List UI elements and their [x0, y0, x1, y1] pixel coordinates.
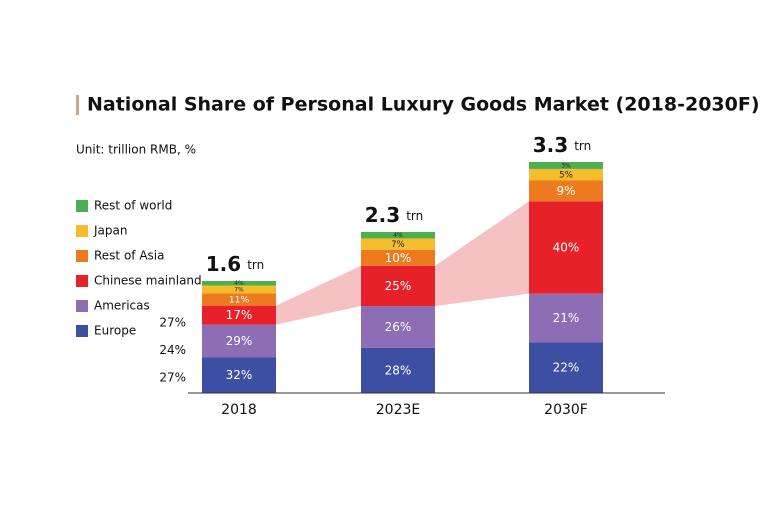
- bar-segment: [361, 306, 435, 348]
- annotation: 27%: [159, 371, 186, 385]
- legend-swatch: [76, 200, 88, 212]
- bar-segment: [202, 293, 276, 306]
- bar-segment: [202, 285, 276, 294]
- value-label: 5%: [559, 171, 573, 181]
- legend-swatch: [76, 225, 88, 237]
- bar-segment: [529, 342, 603, 393]
- legend-swatch: [76, 325, 88, 337]
- x-tick-label: 2030F: [544, 402, 588, 418]
- bar-segment: [529, 293, 603, 343]
- legend-label: Rest of world: [94, 199, 172, 213]
- value-label: 3%: [561, 162, 571, 169]
- x-tick-label: 2023E: [376, 402, 420, 418]
- value-label: 10%: [385, 251, 412, 265]
- total-label: 2.3 trn: [365, 203, 423, 227]
- value-label: 17%: [226, 308, 253, 322]
- x-tick-label: 2018: [221, 402, 257, 418]
- total-value: 2.3: [365, 203, 400, 227]
- value-label: 29%: [226, 334, 253, 348]
- total-value: 3.3: [533, 133, 568, 157]
- legend-label: Europe: [94, 324, 136, 338]
- title-accent: [76, 95, 79, 115]
- bar-segment: [529, 162, 603, 169]
- value-label: 11%: [229, 294, 250, 305]
- bar-segment: [529, 168, 603, 181]
- bar-segment: [361, 347, 435, 393]
- highlight-link: [276, 265, 361, 325]
- legend-swatch: [76, 275, 88, 287]
- bar-segment: [529, 201, 603, 294]
- legend-label: Americas: [94, 299, 150, 313]
- total-label: 3.3 trn: [533, 133, 591, 157]
- value-label: 7%: [234, 286, 244, 293]
- bar-segment: [202, 281, 276, 286]
- bar-segment: [202, 305, 276, 325]
- value-label: 4%: [234, 280, 244, 287]
- value-label: 26%: [385, 320, 412, 334]
- bar-segment: [361, 238, 435, 250]
- subtitle: Unit: trillion RMB, %: [76, 143, 196, 157]
- value-label: 7%: [391, 239, 404, 249]
- annotation: 27%: [159, 316, 186, 330]
- legend-label: Rest of Asia: [94, 249, 164, 263]
- highlight-link: [435, 201, 529, 307]
- bar-segment: [361, 265, 435, 307]
- value-label: 28%: [385, 363, 412, 377]
- bar-segment: [529, 180, 603, 202]
- value-label: 9%: [556, 184, 575, 198]
- total-unit: trn: [247, 258, 264, 272]
- legend-label: Japan: [93, 224, 127, 238]
- bars: 32%29%17%11%7%4%1.6 trn28%26%25%10%7%4%2.…: [202, 133, 603, 393]
- legend-swatch: [76, 250, 88, 262]
- value-label: 4%: [393, 232, 403, 239]
- bar-segment: [361, 232, 435, 239]
- links: [276, 201, 529, 325]
- legend-swatch: [76, 300, 88, 312]
- total-label: 1.6 trn: [206, 252, 264, 276]
- bar-segment: [202, 357, 276, 393]
- bar-segment: [361, 249, 435, 266]
- annotation: 24%: [159, 343, 186, 357]
- chart-title: National Share of Personal Luxury Goods …: [87, 94, 760, 116]
- value-label: 22%: [553, 361, 580, 375]
- value-label: 21%: [553, 311, 580, 325]
- value-label: 32%: [226, 368, 253, 382]
- legend-label: Chinese mainland: [94, 274, 202, 288]
- total-value: 1.6: [206, 252, 241, 276]
- value-label: 40%: [553, 240, 580, 254]
- total-unit: trn: [406, 209, 423, 223]
- value-label: 25%: [385, 279, 412, 293]
- bar-segment: [202, 324, 276, 358]
- total-unit: trn: [574, 139, 591, 153]
